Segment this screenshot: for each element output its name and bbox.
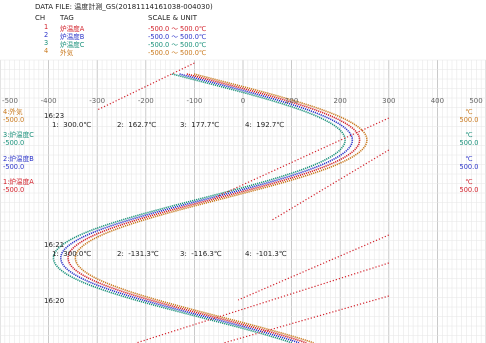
reading-2-ch3-val: -116.3℃: [191, 250, 222, 258]
right-label-ch2-unit: ℃: [465, 155, 473, 163]
left-label-ch2-min: -500.0: [3, 163, 25, 171]
trace-外気: [74, 73, 368, 343]
left-label-ch3-name: 3:炉温度C: [3, 131, 34, 139]
legend-ch2-num: 2: [44, 31, 49, 39]
col-tag: TAG: [60, 14, 74, 22]
right-label-ch3-max: 500.0: [459, 139, 479, 147]
legend-ch1-num: 1: [44, 23, 49, 31]
ramp-line: [237, 234, 390, 301]
left-label-ch4-min: -500.0: [3, 116, 25, 124]
reading-2-ch2-num: 2: [117, 250, 122, 258]
reading-2-ch3-num: 3: [180, 250, 185, 258]
left-label-ch2: 2:炉温度B -500.0: [3, 155, 34, 171]
reading-1-ch1-num: 1: [52, 121, 57, 129]
left-label-ch3-min: -500.0: [3, 139, 25, 147]
right-label-ch1-max: 500.0: [459, 186, 479, 194]
legend-ch2-scale: -500.0 ～ 500.0℃: [148, 33, 207, 41]
reading-1-ch2: 2: 162.7℃: [117, 121, 157, 129]
legend-ch4-scale: -500.0 ～ 500.0℃: [148, 49, 207, 57]
legend-ch4-num: 4: [44, 47, 49, 55]
reading-2-ch4-num: 4: [245, 250, 250, 258]
left-label-ch4-name: 4:外気: [3, 108, 23, 116]
ramp-line: [135, 262, 389, 343]
ramp-line: [96, 62, 195, 111]
legend-ch3-scale: -500.0 ～ 500.0℃: [148, 41, 207, 49]
reading-time-1: 16:23: [44, 112, 65, 120]
reading-1-ch3-num: 3: [180, 121, 185, 129]
left-label-ch4: 4:外気 -500.0: [3, 108, 24, 124]
legend-ch3-num: 3: [44, 39, 49, 47]
reading-2-ch1-num: 1: [52, 250, 57, 258]
data-file-line: DATA FILE: 温度計測_GS(20181114161038-004030…: [35, 3, 213, 12]
reading-1-ch2-num: 2: [117, 121, 122, 129]
right-label-ch4-unit: ℃: [465, 108, 473, 116]
reading-1-ch1-val: 300.0℃: [63, 121, 92, 129]
right-label-ch4-max: 500.0: [459, 116, 479, 124]
reading-2-ch2: 2: -131.3℃: [117, 250, 159, 258]
right-label-ch3: ℃ 500.0: [456, 131, 482, 147]
time-mark-1620: 16:20: [44, 297, 65, 305]
x-tick-label: 400: [430, 97, 445, 105]
reading-2-ch1-val: 300.0℃: [63, 250, 92, 258]
reading-1-ch3-val: 177.7℃: [191, 121, 220, 129]
legend-ch3-tag: 炉温度C: [60, 41, 85, 49]
right-label-ch3-unit: ℃: [465, 131, 473, 139]
reading-1-ch2-val: 162.7℃: [128, 121, 157, 129]
legend-ch1-scale: -500.0 ～ 500.0℃: [148, 25, 207, 33]
reading-2-ch4: 4: -101.3℃: [245, 250, 287, 258]
reading-2-ch4-val: -101.3℃: [256, 250, 287, 258]
reading-2-ch1: 1: 300.0℃: [52, 250, 92, 258]
ramp-line: [213, 117, 390, 199]
right-label-ch4: ℃ 500.0: [456, 108, 482, 124]
reading-2-ch3: 3: -116.3℃: [180, 250, 222, 258]
x-tick-label: 200: [333, 97, 347, 105]
col-ch: CH: [35, 14, 46, 22]
right-label-ch2-max: 500.0: [459, 163, 479, 171]
x-tick-label: -200: [137, 97, 154, 105]
x-tick-label: -500: [2, 97, 18, 105]
legend-ch2-tag: 炉温度B: [60, 33, 85, 41]
left-label-ch1: 1:炉温度A -500.0: [3, 178, 34, 194]
trace-炉温度B: [59, 73, 354, 343]
x-tick-label: -100: [186, 97, 203, 105]
reading-1-ch4-val: 192.7℃: [256, 121, 285, 129]
reading-1-ch4-num: 4: [245, 121, 250, 129]
right-label-ch1: ℃ 500.0: [456, 178, 482, 194]
x-tick-label: 0: [240, 97, 246, 105]
reading-1-ch1: 1: 300.0℃: [52, 121, 92, 129]
x-tick-label: -400: [40, 97, 57, 105]
x-tick-label: -300: [89, 97, 106, 105]
left-label-ch1-name: 1:炉温度A: [3, 178, 34, 186]
reading-time-2: 16:21: [44, 241, 65, 249]
col-scale: SCALE & UNIT: [148, 14, 198, 22]
reading-1-ch3: 3: 177.7℃: [180, 121, 220, 129]
reading-2-ch2-val: -131.3℃: [128, 250, 159, 258]
right-label-ch1-unit: ℃: [465, 178, 473, 186]
x-tick-label: 300: [382, 97, 396, 105]
legend-ch1-tag: 炉温度A: [60, 25, 85, 33]
right-label-ch2: ℃ 500.0: [456, 155, 482, 171]
left-label-ch2-name: 2:炉温度B: [3, 155, 34, 163]
data-file-name: 温度計測_GS(20181114161038-004030): [74, 3, 213, 11]
left-label-ch3: 3:炉温度C -500.0: [3, 131, 34, 147]
left-label-ch1-min: -500.0: [3, 186, 25, 194]
x-tick-label: 500: [469, 97, 483, 105]
legend-ch4-tag: 外気: [60, 49, 74, 57]
data-file-label: DATA FILE:: [35, 3, 73, 11]
ramp-line: [271, 149, 390, 221]
x-tick-label: 100: [284, 97, 299, 105]
reading-1-ch4: 4: 192.7℃: [245, 121, 285, 129]
